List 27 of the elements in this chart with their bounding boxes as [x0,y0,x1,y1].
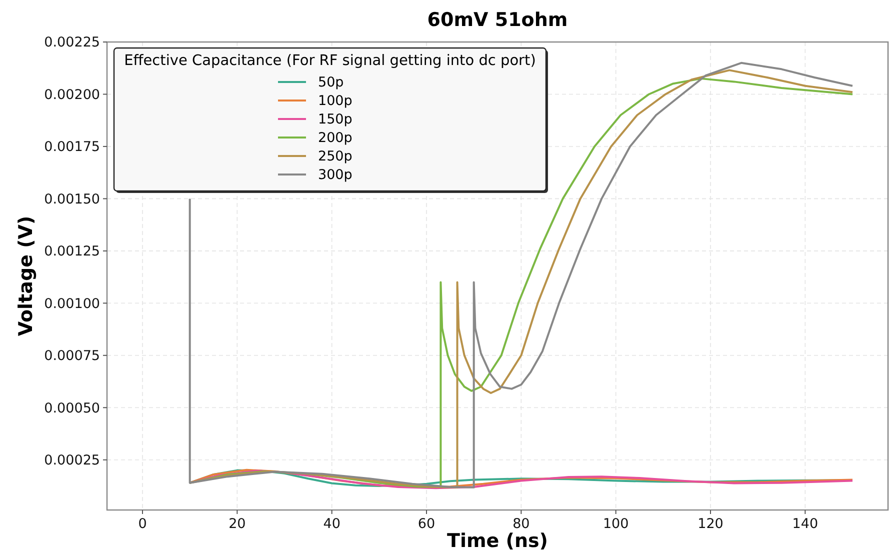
legend-title: Effective Capacitance (For RF signal getting into dc port) [124,53,536,69]
y-tick-label: 0.00225 [44,34,100,51]
y-axis-title: Voltage (V) [15,216,37,336]
y-tick-label: 0.00200 [44,86,100,103]
y-tick-label: 0.00175 [44,139,100,156]
y-tick-label: 0.00150 [44,191,100,208]
legend-label: 300p [318,167,352,184]
x-tick-label: 60 [418,516,436,532]
x-axis-title: Time (ns) [447,530,548,552]
x-tick-label: 20 [228,516,246,532]
legend-label: 150p [318,112,352,128]
x-tick-label: 40 [323,516,340,532]
y-tick-label: 0.00050 [44,400,100,416]
y-tick-label: 0.00100 [44,296,100,312]
legend-label: 50p [318,74,344,91]
x-tick-label: 0 [138,516,147,532]
y-tick-label: 0.00125 [44,244,100,260]
legend-label: 250p [318,148,352,165]
legend-label: 200p [318,130,352,146]
y-tick-label: 0.00025 [44,452,100,469]
x-tick-label: 140 [792,516,818,532]
chart-title: 60mV 51ohm [427,9,568,31]
x-tick-label: 120 [698,516,724,532]
x-tick-label: 80 [512,516,530,532]
legend-label: 100p [318,93,352,110]
x-tick-label: 100 [602,516,629,532]
y-tick-label: 0.00075 [44,348,100,364]
